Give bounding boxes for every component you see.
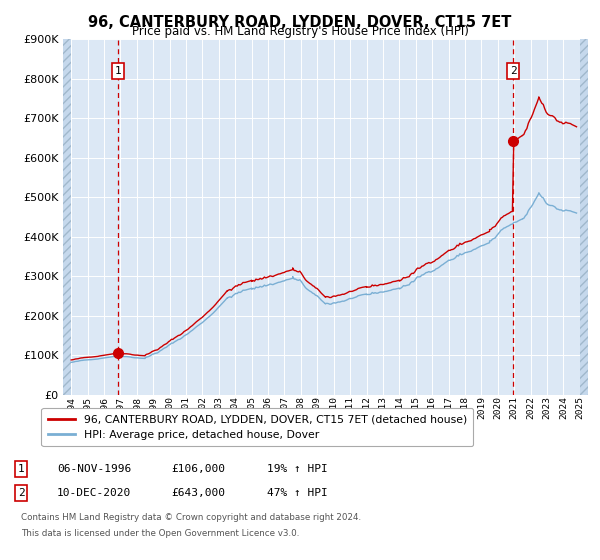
Text: £643,000: £643,000 xyxy=(171,488,225,498)
Legend: 96, CANTERBURY ROAD, LYDDEN, DOVER, CT15 7ET (detached house), HPI: Average pric: 96, CANTERBURY ROAD, LYDDEN, DOVER, CT15… xyxy=(41,408,473,446)
Text: 19% ↑ HPI: 19% ↑ HPI xyxy=(267,464,328,474)
Text: 06-NOV-1996: 06-NOV-1996 xyxy=(57,464,131,474)
Text: 2: 2 xyxy=(17,488,25,498)
Text: 10-DEC-2020: 10-DEC-2020 xyxy=(57,488,131,498)
Text: This data is licensed under the Open Government Licence v3.0.: This data is licensed under the Open Gov… xyxy=(21,529,299,538)
Text: 1: 1 xyxy=(115,66,121,76)
Text: 2: 2 xyxy=(510,66,517,76)
Polygon shape xyxy=(63,39,71,395)
Text: 1: 1 xyxy=(17,464,25,474)
Text: 96, CANTERBURY ROAD, LYDDEN, DOVER, CT15 7ET: 96, CANTERBURY ROAD, LYDDEN, DOVER, CT15… xyxy=(88,15,512,30)
Text: Price paid vs. HM Land Registry's House Price Index (HPI): Price paid vs. HM Land Registry's House … xyxy=(131,25,469,38)
Polygon shape xyxy=(580,39,588,395)
Text: Contains HM Land Registry data © Crown copyright and database right 2024.: Contains HM Land Registry data © Crown c… xyxy=(21,513,361,522)
Text: 47% ↑ HPI: 47% ↑ HPI xyxy=(267,488,328,498)
Text: £106,000: £106,000 xyxy=(171,464,225,474)
